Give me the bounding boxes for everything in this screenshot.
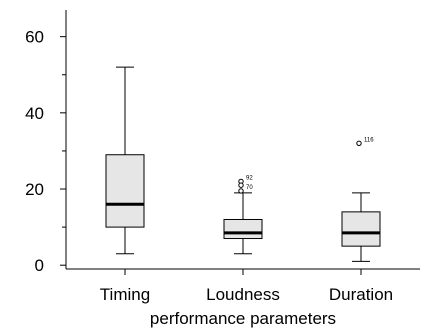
iqr-box	[223, 218, 263, 240]
x-category-label: Loudness	[206, 285, 280, 304]
box-duration: 116	[341, 137, 381, 262]
y-tick-label: 0	[35, 256, 44, 275]
outlier-point	[238, 188, 244, 194]
x-axis-title: performance parameters	[150, 309, 336, 328]
y-tick-label: 20	[25, 180, 44, 199]
box-timing	[105, 66, 145, 255]
x-category-label: Duration	[329, 285, 393, 304]
y-tick-label: 60	[25, 28, 44, 47]
boxes: 92 70 116	[105, 66, 381, 262]
outlier-label: 70	[246, 185, 253, 191]
outlier-label: 116	[364, 137, 374, 143]
x-category-label: Timing	[100, 285, 150, 304]
iqr-box	[341, 211, 381, 247]
box-loudness: 92 70	[223, 175, 263, 255]
outlier-label: 92	[246, 175, 253, 181]
iqr-box	[105, 154, 145, 228]
y-tick-label: 40	[25, 104, 44, 123]
y-axis: 0 20 40 60	[25, 28, 66, 275]
outlier-point	[238, 182, 244, 188]
x-axis: Timing Loudness Duration	[100, 269, 393, 304]
outlier-point	[356, 140, 362, 147]
